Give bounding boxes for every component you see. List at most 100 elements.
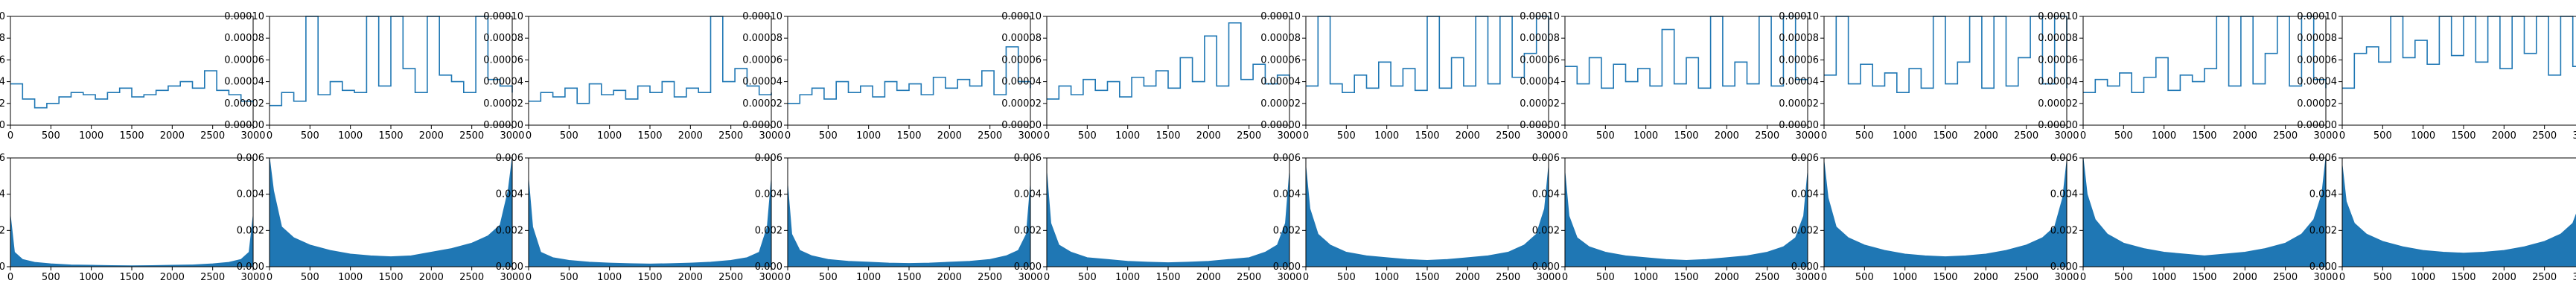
series-line xyxy=(788,46,1031,104)
y-tick-label: 0.00008 xyxy=(2038,33,2078,44)
x-tick-label: 2500 xyxy=(718,272,743,283)
series-line xyxy=(2083,16,2327,93)
x-tick-label: 1000 xyxy=(2152,130,2176,142)
y-tick-label: 0.00006 xyxy=(2297,54,2337,66)
x-tick-label: 2500 xyxy=(718,130,743,142)
x-tick-label: 2000 xyxy=(2492,130,2516,142)
y-tick-label: 0.00000 xyxy=(1520,120,1560,131)
series-area xyxy=(528,180,772,267)
x-tick-label: 2000 xyxy=(1974,272,1998,283)
x-tick-label: 1500 xyxy=(2192,130,2216,142)
x-tick-label: 2000 xyxy=(937,272,962,283)
x-tick-label: 2500 xyxy=(1237,130,1261,142)
axes-frame xyxy=(787,157,1031,267)
subplot-r1-c2: 0 500 1000 1500 2000 2500 30000.000000.000020.… xyxy=(224,11,524,142)
y-tick-label: 0.002 xyxy=(755,225,782,236)
y-tick-label: 0.00010 xyxy=(742,11,782,22)
subplot-r1-c6: 0 500 1000 1500 2000 2500 30000.000000.000020.… xyxy=(1260,11,1560,142)
x-tick-label: 1500 xyxy=(119,130,144,142)
y-tick-label: 0.00006 xyxy=(0,54,5,66)
y-tick-label: 0.002 xyxy=(237,225,264,236)
x-tick-label: 2500 xyxy=(1755,272,1779,283)
y-tick-label: 0.00002 xyxy=(742,98,782,110)
y-tick-label: 0.002 xyxy=(1532,225,1560,236)
x-tick-label: 1500 xyxy=(1155,272,1180,283)
x-tick-label: 500 xyxy=(1078,272,1097,283)
subplot-r2-c1: 0500100015002000250030000.0000.0020.0040… xyxy=(0,153,266,283)
x-tick-label: 2000 xyxy=(1196,130,1221,142)
y-tick-label: 0.00008 xyxy=(1260,33,1301,44)
subplot-r2-c2: 0 500 1000 1500 2000 2500 30000.0000.0020.0040… xyxy=(237,153,525,283)
x-tick-label: 1000 xyxy=(2411,130,2435,142)
x-tick-label: 0 xyxy=(526,272,532,283)
x-tick-label: 2000 xyxy=(678,130,703,142)
y-tick-label: 0.00000 xyxy=(1779,120,1819,131)
y-tick-label: 0.002 xyxy=(2309,225,2337,236)
x-tick-label: 0 xyxy=(785,130,791,142)
y-tick-label: 0.00010 xyxy=(1520,11,1560,22)
y-tick-label: 0.00004 xyxy=(1520,77,1560,88)
y-tick-label: 0.00010 xyxy=(224,11,264,22)
subplot-r2-c5: 0 500 1000 1500 2000 2500 30000.0000.0020.0040… xyxy=(1014,153,1302,283)
x-tick-label: 3000 xyxy=(500,130,524,142)
y-tick-label: 0.00004 xyxy=(742,77,782,88)
y-tick-label: 0.00000 xyxy=(224,120,264,131)
y-tick-label: 0.004 xyxy=(2050,189,2078,200)
y-tick-label: 0.006 xyxy=(2050,153,2078,164)
x-tick-label: 0 xyxy=(1303,130,1309,142)
y-tick-label: 0.00000 xyxy=(0,120,5,131)
x-tick-label: 3000 xyxy=(240,272,265,283)
series-line xyxy=(1565,16,1808,89)
x-tick-label: 2500 xyxy=(200,272,225,283)
y-tick-label: 0.00000 xyxy=(2038,120,2078,131)
subplot-r1-c4: 0 500 1000 1500 2000 2500 30000.000000.000020.… xyxy=(742,11,1042,142)
x-tick-label: 3000 xyxy=(759,130,783,142)
x-tick-label: 2000 xyxy=(1196,272,1221,283)
x-tick-label: 1000 xyxy=(597,130,622,142)
x-tick-label: 1500 xyxy=(119,272,144,283)
x-tick-label: 3000 xyxy=(1536,272,1560,283)
series-line xyxy=(1824,16,2068,93)
series-line xyxy=(1306,16,1549,93)
x-tick-label: 1000 xyxy=(597,272,622,283)
x-tick-label: 1000 xyxy=(2411,272,2435,283)
subplot-r1-c9: 0 500 1000 1500 2000 2500 30000.000000.000020.… xyxy=(2038,11,2338,142)
x-tick-label: 500 xyxy=(42,130,60,142)
axes-frame xyxy=(1564,157,1808,267)
y-tick-label: 0.00008 xyxy=(224,33,264,44)
subplot-r1-c10: 0500100015002000250030000.000000.000020.… xyxy=(2297,11,2576,142)
y-tick-label: 0.00002 xyxy=(1260,98,1301,110)
x-tick-label: 500 xyxy=(560,130,578,142)
y-tick-label: 0.00008 xyxy=(2297,33,2337,44)
series-area xyxy=(2341,165,2576,267)
x-tick-label: 1500 xyxy=(1155,130,1180,142)
x-tick-label: 1000 xyxy=(1115,272,1140,283)
y-tick-label: 0.00004 xyxy=(1001,77,1042,88)
x-tick-label: 2500 xyxy=(2273,130,2298,142)
subplot-r1-c3: 0 500 1000 1500 2000 2500 30000.000000.000020.… xyxy=(483,11,783,142)
x-tick-label: 2500 xyxy=(1496,130,1520,142)
subplot-r2-c3: 0 500 1000 1500 2000 2500 30000.0000.0020.0040… xyxy=(496,153,784,283)
x-tick-label: 500 xyxy=(2114,130,2133,142)
x-tick-label: 0 xyxy=(785,272,791,283)
series-line xyxy=(529,16,772,104)
x-tick-label: 3000 xyxy=(1795,130,1820,142)
x-tick-label: 1500 xyxy=(637,130,662,142)
y-tick-label: 0.00006 xyxy=(1520,54,1560,66)
axes-frame xyxy=(10,157,254,267)
x-tick-label: 500 xyxy=(1855,130,1874,142)
x-tick-label: 1000 xyxy=(1633,272,1658,283)
x-tick-label: 0 xyxy=(1303,272,1309,283)
y-tick-label: 0.000 xyxy=(2309,261,2337,273)
x-tick-label: 2000 xyxy=(419,130,444,142)
y-tick-label: 0.006 xyxy=(496,153,523,164)
x-tick-label: 3000 xyxy=(1277,272,1301,283)
y-tick-label: 0.00002 xyxy=(1001,98,1042,110)
y-tick-label: 0.00006 xyxy=(483,54,523,66)
subplot-r2-c4: 0 500 1000 1500 2000 2500 30000.0000.0020.0040… xyxy=(755,153,1043,283)
x-tick-label: 2500 xyxy=(200,130,225,142)
y-tick-label: 0.00002 xyxy=(483,98,523,110)
y-tick-label: 0.006 xyxy=(1273,153,1301,164)
x-tick-label: 2500 xyxy=(2532,272,2557,283)
y-tick-label: 0.000 xyxy=(1791,261,1819,273)
